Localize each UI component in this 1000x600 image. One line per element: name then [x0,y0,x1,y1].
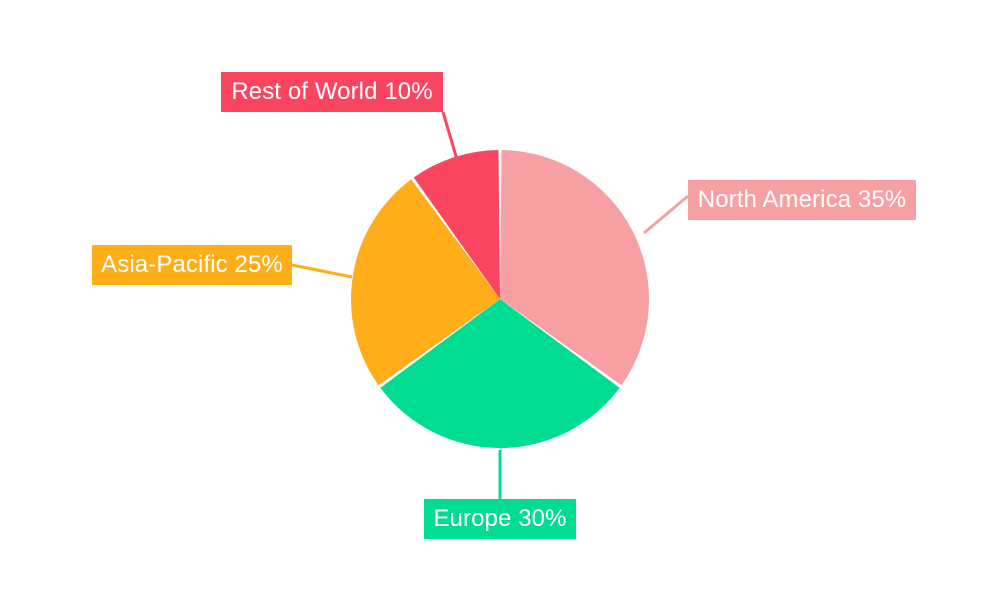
pie-slice-label[interactable]: Asia-Pacific 25% [92,245,292,285]
pie-slice[interactable] [351,179,500,386]
pie-slice[interactable] [500,150,649,386]
pie-leader-line [643,194,689,235]
pie-slice-label[interactable]: Rest of World 10% [221,72,443,112]
pie-slice-label[interactable]: Europe 30% [424,499,576,539]
pie-leader-line [291,263,353,279]
pie-leader-line [441,111,460,164]
pie-slices [351,150,649,449]
pie-slice-label[interactable]: North America 35% [688,180,916,220]
pie-slice[interactable] [413,150,500,299]
pie-slice[interactable] [380,299,620,449]
leader-lines [291,111,689,499]
